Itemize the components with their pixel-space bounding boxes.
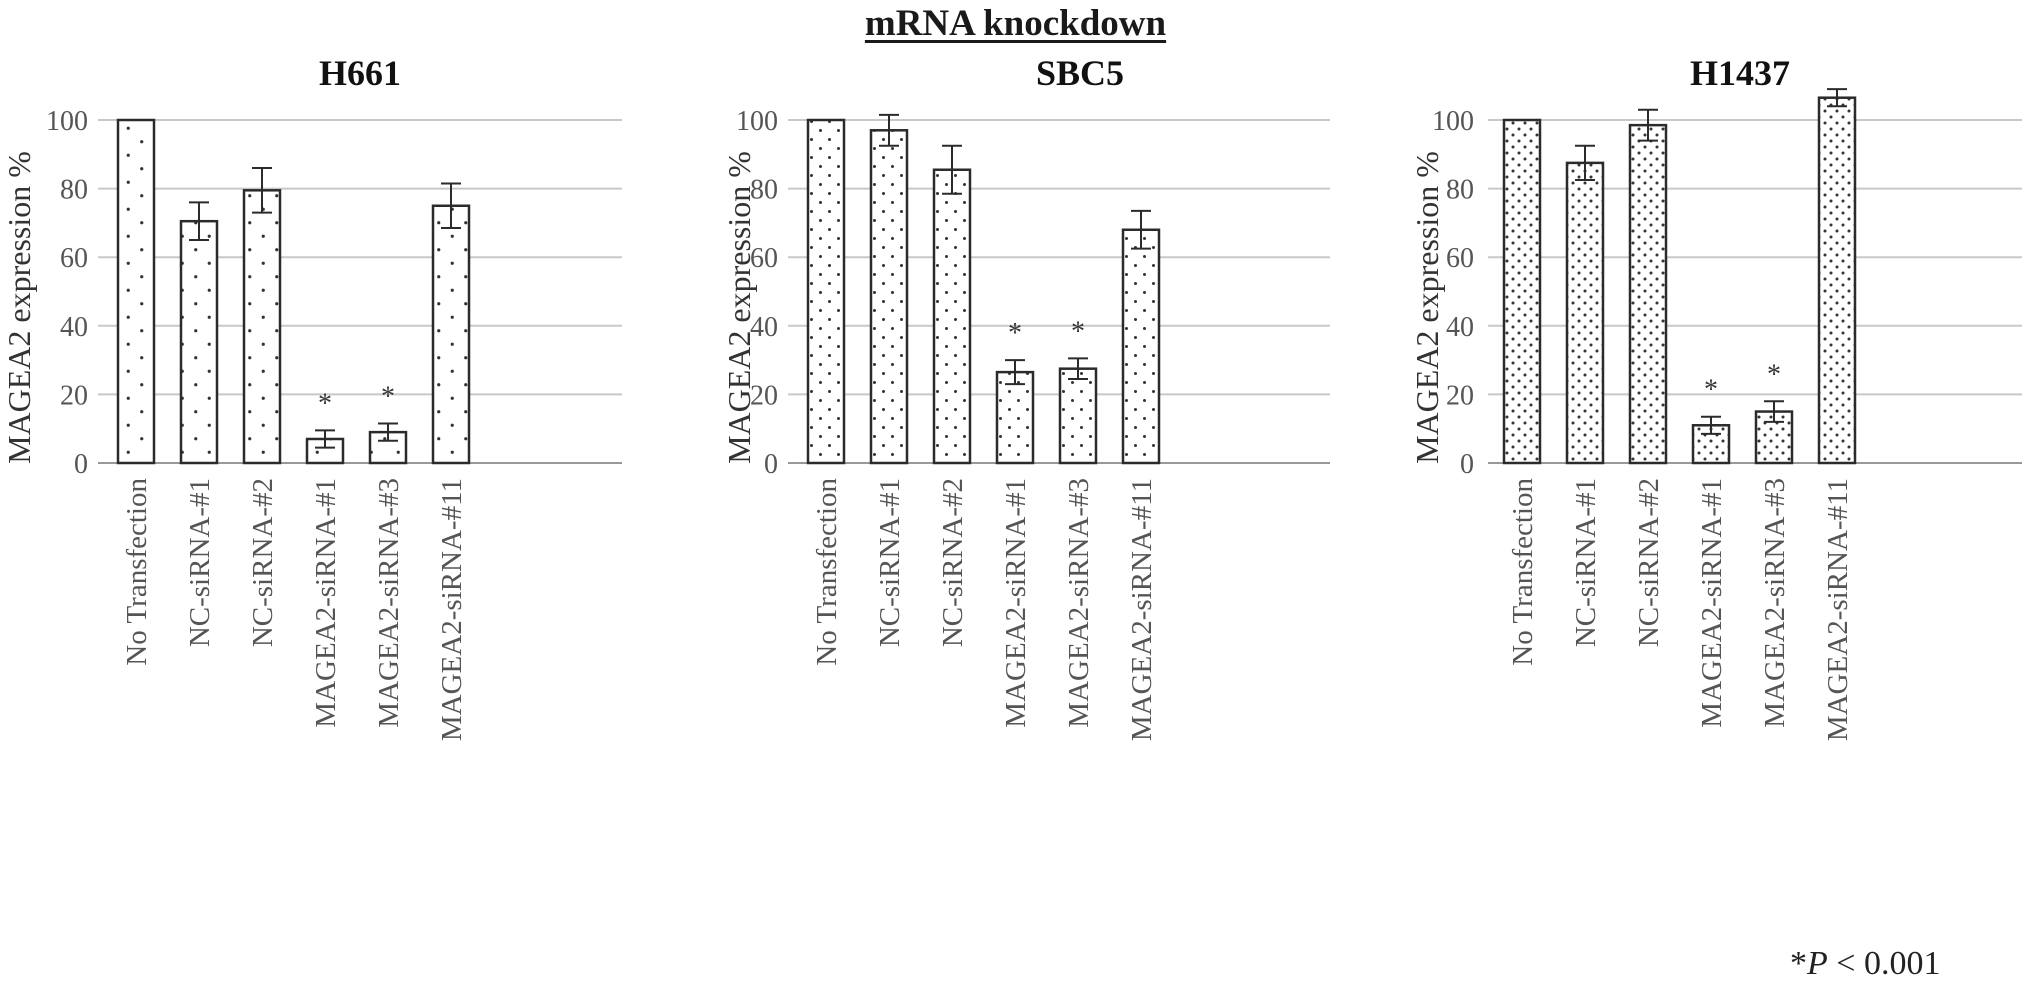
bar bbox=[1565, 161, 1605, 465]
x-tick-label: NC-siRNA-#1 bbox=[184, 478, 216, 647]
bar bbox=[1628, 123, 1668, 465]
x-tick-label: MAGEA2-siRNA-#3 bbox=[373, 478, 405, 728]
significance-marker: * bbox=[1704, 375, 1718, 406]
x-tick-label: NC-siRNA-#1 bbox=[1570, 478, 1602, 647]
x-tick-label: MAGEA2-siRNA-#11 bbox=[1822, 478, 1854, 741]
x-tick-label: MAGEA2-siRNA-#11 bbox=[1126, 478, 1158, 741]
x-tick-label: MAGEA2-siRNA-#3 bbox=[1759, 478, 1791, 728]
x-tick-label: MAGEA2-siRNA-#3 bbox=[1063, 478, 1095, 728]
chart-title: SBC5 bbox=[1036, 53, 1124, 93]
x-tick-label: NC-siRNA-#1 bbox=[874, 478, 906, 647]
y-tick-label: 80 bbox=[1446, 175, 1474, 206]
y-tick-label: 100 bbox=[736, 106, 778, 137]
y-tick-label: 40 bbox=[60, 312, 88, 343]
y-tick-label: 0 bbox=[1460, 449, 1474, 480]
y-tick-label: 20 bbox=[750, 380, 778, 411]
y-axis-label: MAGEA2 expression % bbox=[1, 151, 37, 464]
chart-panel-sbc5: SBC5 MAGEA2 expression % 0 20 40 60 80 100 No Tr… bbox=[690, 0, 1350, 940]
bar bbox=[932, 168, 972, 465]
x-tick-label: NC-siRNA-#2 bbox=[937, 478, 969, 647]
x-tick-label: NC-siRNA-#2 bbox=[1633, 478, 1665, 647]
significance-marker: * bbox=[1008, 318, 1022, 349]
y-tick-label: 100 bbox=[46, 106, 88, 137]
bar bbox=[869, 129, 909, 465]
y-tick-label: 20 bbox=[60, 380, 88, 411]
bar bbox=[116, 118, 156, 465]
chart-title: H661 bbox=[319, 53, 401, 93]
significance-marker: * bbox=[1767, 359, 1781, 390]
y-tick-label: 40 bbox=[1446, 312, 1474, 343]
bar bbox=[995, 370, 1035, 465]
bar bbox=[806, 118, 846, 465]
x-tick-label: No Transfection bbox=[811, 478, 843, 666]
y-axis-label: MAGEA2 expression % bbox=[721, 151, 757, 464]
y-tick-label: 60 bbox=[750, 243, 778, 274]
significance-marker: * bbox=[381, 382, 395, 413]
bar-chart-h1437: H1437 MAGEA2 expression % 0 20 40 60 80 100 No T… bbox=[1409, 53, 2022, 741]
x-tick-label: NC-siRNA-#2 bbox=[247, 478, 279, 647]
y-axis-label: MAGEA2 expression % bbox=[1409, 151, 1445, 464]
x-tick-label: MAGEA2-siRNA-#1 bbox=[1000, 478, 1032, 728]
significance-marker: * bbox=[318, 388, 332, 419]
y-tick-label: 60 bbox=[60, 243, 88, 274]
y-tick-label: 40 bbox=[750, 312, 778, 343]
figure-title: mRNA knockdown bbox=[864, 3, 1167, 44]
footnote-p: P bbox=[1807, 945, 1828, 982]
bar bbox=[431, 204, 471, 465]
bar bbox=[1817, 96, 1857, 465]
x-tick-label: MAGEA2-siRNA-#11 bbox=[436, 478, 468, 741]
y-tick-label: 0 bbox=[74, 449, 88, 480]
y-tick-label: 60 bbox=[1446, 243, 1474, 274]
chart-panel-h1437: H1437 MAGEA2 expression % 0 20 40 60 80 100 No T… bbox=[1390, 0, 2030, 940]
x-tick-label: MAGEA2-siRNA-#1 bbox=[1696, 478, 1728, 728]
footnote-threshold: < 0.001 bbox=[1827, 945, 1941, 982]
bar bbox=[179, 219, 219, 465]
y-tick-label: 100 bbox=[1432, 106, 1474, 137]
bar bbox=[1058, 367, 1098, 465]
bar-chart-h661: H661 MAGEA2 expression % 0 20 40 60 80 100 No Tr… bbox=[1, 53, 622, 741]
bar bbox=[1502, 118, 1542, 465]
y-tick-label: 20 bbox=[1446, 380, 1474, 411]
x-tick-label: MAGEA2-siRNA-#1 bbox=[310, 478, 342, 728]
y-tick-label: 80 bbox=[60, 175, 88, 206]
bar bbox=[242, 189, 282, 465]
x-tick-label: No Transfection bbox=[1507, 478, 1539, 666]
y-tick-label: 0 bbox=[764, 449, 778, 480]
bar bbox=[1121, 228, 1161, 465]
bar-chart-sbc5: SBC5 MAGEA2 expression %0 20 40 60 80 100 No Tr… bbox=[721, 53, 1330, 741]
footnote-star: * bbox=[1790, 945, 1807, 982]
chart-panel-h661: H661 MAGEA2 expression % 0 20 40 60 80 100 No Tr… bbox=[0, 0, 660, 940]
significance-footnote: *P < 0.001 bbox=[1790, 945, 1940, 983]
x-tick-label: No Transfection bbox=[121, 478, 153, 666]
y-tick-label: 80 bbox=[750, 175, 778, 206]
chart-title: H1437 bbox=[1690, 53, 1790, 93]
significance-marker: * bbox=[1071, 316, 1085, 347]
